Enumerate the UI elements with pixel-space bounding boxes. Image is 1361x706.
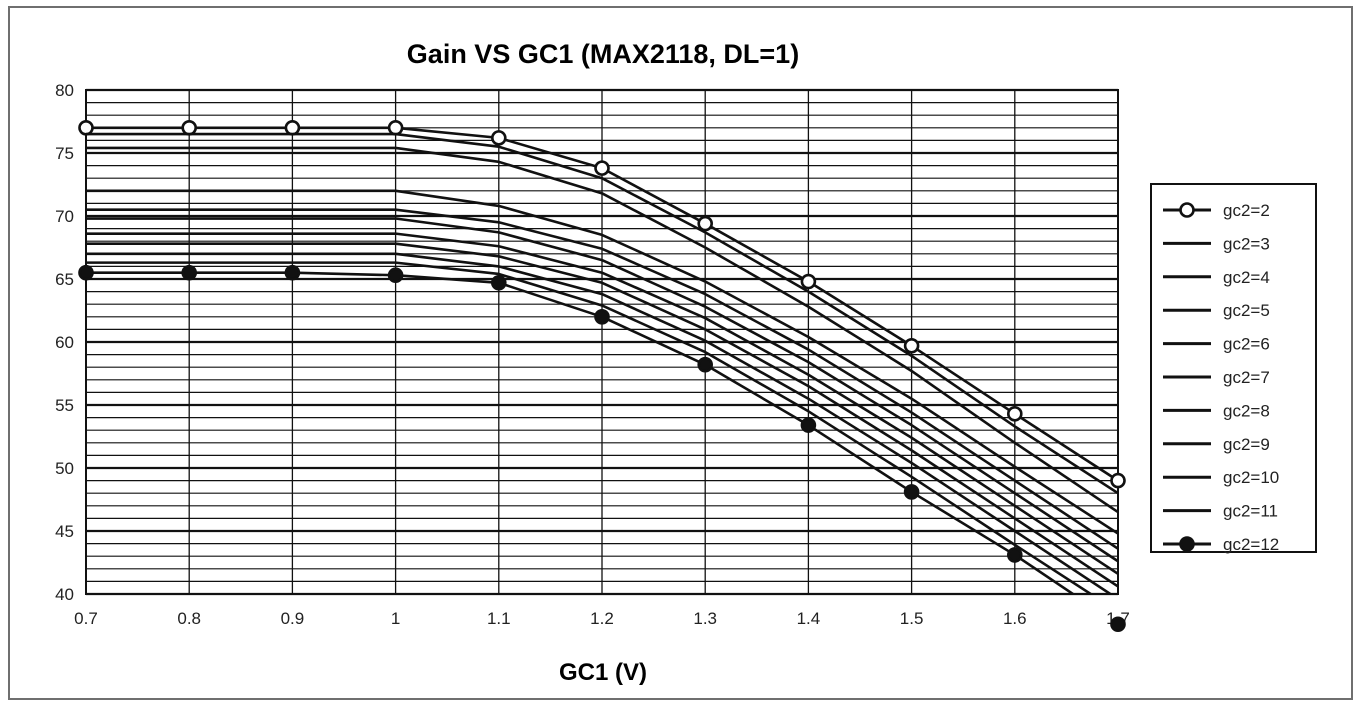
- x-tick-label: 0.8: [177, 609, 201, 628]
- y-tick-label: 50: [55, 459, 74, 478]
- x-tick-label: 1.6: [1003, 609, 1027, 628]
- legend-label: gc2=11: [1223, 502, 1278, 521]
- y-tick-label: 80: [55, 81, 74, 100]
- data-point-gc2=12: [594, 308, 610, 325]
- data-point-gc2=2: [1110, 472, 1126, 489]
- data-point-gc2=12: [697, 356, 714, 373]
- x-axis-title: GC1 (V): [559, 659, 647, 686]
- y-tick-label: 70: [55, 207, 74, 226]
- data-point-gc2=12: [1110, 616, 1126, 633]
- legend-label: gc2=6: [1223, 335, 1270, 354]
- series-line: [86, 132, 1118, 495]
- data-point-gc2=2: [800, 273, 817, 290]
- x-tick-label: 0.9: [281, 609, 305, 628]
- legend-label: gc2=2: [1223, 201, 1270, 220]
- data-point-gc2=2: [284, 120, 301, 136]
- series-gc2=3: [86, 132, 1118, 495]
- series-line: [86, 189, 1118, 535]
- legend-box: [1150, 183, 1317, 553]
- data-point-gc2=12: [903, 484, 920, 500]
- legend-label: gc2=4: [1223, 268, 1270, 287]
- data-point-gc2=12: [800, 417, 817, 433]
- y-tick-label: 55: [55, 396, 74, 415]
- series-gc2=10: [86, 252, 1113, 594]
- series-line: [86, 217, 1118, 563]
- series-line: [86, 208, 1118, 550]
- data-point-gc2=12: [78, 264, 94, 281]
- series-line: [86, 242, 1118, 588]
- y-tick-label: 75: [55, 144, 74, 163]
- x-tick-label: 1.4: [797, 609, 821, 628]
- series-gc2=8: [86, 232, 1118, 575]
- data-point-gc2=12: [1006, 547, 1023, 563]
- legend-label: gc2=5: [1223, 301, 1270, 320]
- series-line: [86, 261, 1094, 594]
- x-tick-label: 0.7: [74, 609, 98, 628]
- legend-label: gc2=7: [1223, 368, 1270, 387]
- data-point-gc2=2: [594, 160, 610, 176]
- x-tick-label: 1.2: [590, 609, 614, 628]
- legend: gc2=2 gc2=3 gc2=4 gc2=5 gc2=6 gc2=7 gc2=8 gc2=9…: [1150, 183, 1317, 554]
- data-point-gc2=2: [387, 120, 404, 136]
- x-tick-label: 1: [391, 609, 400, 628]
- series-gc2=6: [86, 208, 1118, 550]
- series-line: [86, 232, 1118, 575]
- y-tick-label: 45: [55, 522, 74, 541]
- series-gc2=7: [86, 217, 1118, 563]
- plot-area: 40 45 50 55 60 65 70 75 80 0.7 0.8 0.9 1 1.1 1.2 1.3 1.4…: [55, 81, 1130, 633]
- x-tick-label: 1.3: [693, 609, 717, 628]
- y-tick-label: 60: [55, 333, 74, 352]
- y-tick-label: 65: [55, 270, 74, 289]
- series-gc2=9: [86, 242, 1118, 588]
- series-line: [86, 252, 1113, 594]
- data-point-gc2=2: [903, 337, 920, 354]
- data-point-gc2=12: [490, 274, 507, 291]
- series-gc2=4: [86, 146, 1118, 514]
- data-point-gc2=2: [78, 120, 94, 136]
- series-gc2=5: [86, 189, 1118, 535]
- x-tick-label: 1.1: [487, 609, 511, 628]
- plot-border: [85, 89, 1119, 595]
- legend-label: gc2=9: [1223, 435, 1270, 454]
- legend-marker: [1179, 536, 1195, 552]
- data-point-gc2=12: [284, 264, 301, 281]
- legend-label: gc2=12: [1223, 535, 1279, 554]
- data-point-gc2=2: [1006, 406, 1023, 422]
- series-line: [86, 146, 1118, 514]
- data-point-gc2=2: [181, 120, 197, 136]
- legend-label: gc2=8: [1223, 401, 1270, 420]
- data-point-gc2=12: [181, 264, 197, 281]
- y-tick-label: 40: [55, 585, 74, 604]
- legend-label: gc2=10: [1223, 468, 1279, 487]
- x-tick-label: 1.5: [900, 609, 924, 628]
- legend-marker: [1179, 202, 1195, 218]
- data-point-gc2=2: [490, 130, 507, 146]
- legend-label: gc2=3: [1223, 234, 1270, 253]
- data-point-gc2=2: [697, 215, 714, 232]
- data-point-gc2=12: [387, 267, 404, 284]
- series-gc2=11: [86, 261, 1094, 594]
- chart-title: Gain VS GC1 (MAX2118, DL=1): [407, 39, 799, 69]
